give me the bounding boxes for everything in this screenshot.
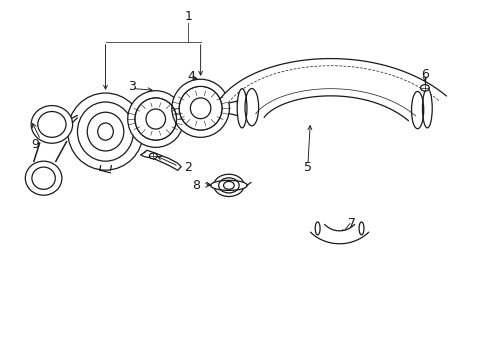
Ellipse shape [237,89,246,128]
Text: 2: 2 [184,161,192,174]
Ellipse shape [420,85,428,91]
Text: 8: 8 [191,179,199,192]
Ellipse shape [213,174,244,197]
Ellipse shape [25,161,62,195]
Polygon shape [310,225,368,244]
Ellipse shape [315,222,320,235]
Ellipse shape [422,89,431,128]
Polygon shape [220,59,446,121]
Text: 1: 1 [184,10,192,23]
Ellipse shape [149,153,157,159]
Text: 4: 4 [186,69,194,82]
Ellipse shape [190,98,210,119]
Ellipse shape [68,93,143,170]
Text: 3: 3 [128,80,136,93]
Text: 6: 6 [420,68,428,81]
Ellipse shape [127,91,183,147]
Ellipse shape [146,109,165,129]
Ellipse shape [358,222,363,235]
Ellipse shape [171,79,229,137]
Ellipse shape [31,105,73,143]
Text: 7: 7 [347,216,355,230]
Text: 5: 5 [303,161,311,174]
Polygon shape [141,150,181,170]
Text: 9: 9 [31,138,39,150]
Ellipse shape [98,123,113,140]
Ellipse shape [210,180,246,190]
